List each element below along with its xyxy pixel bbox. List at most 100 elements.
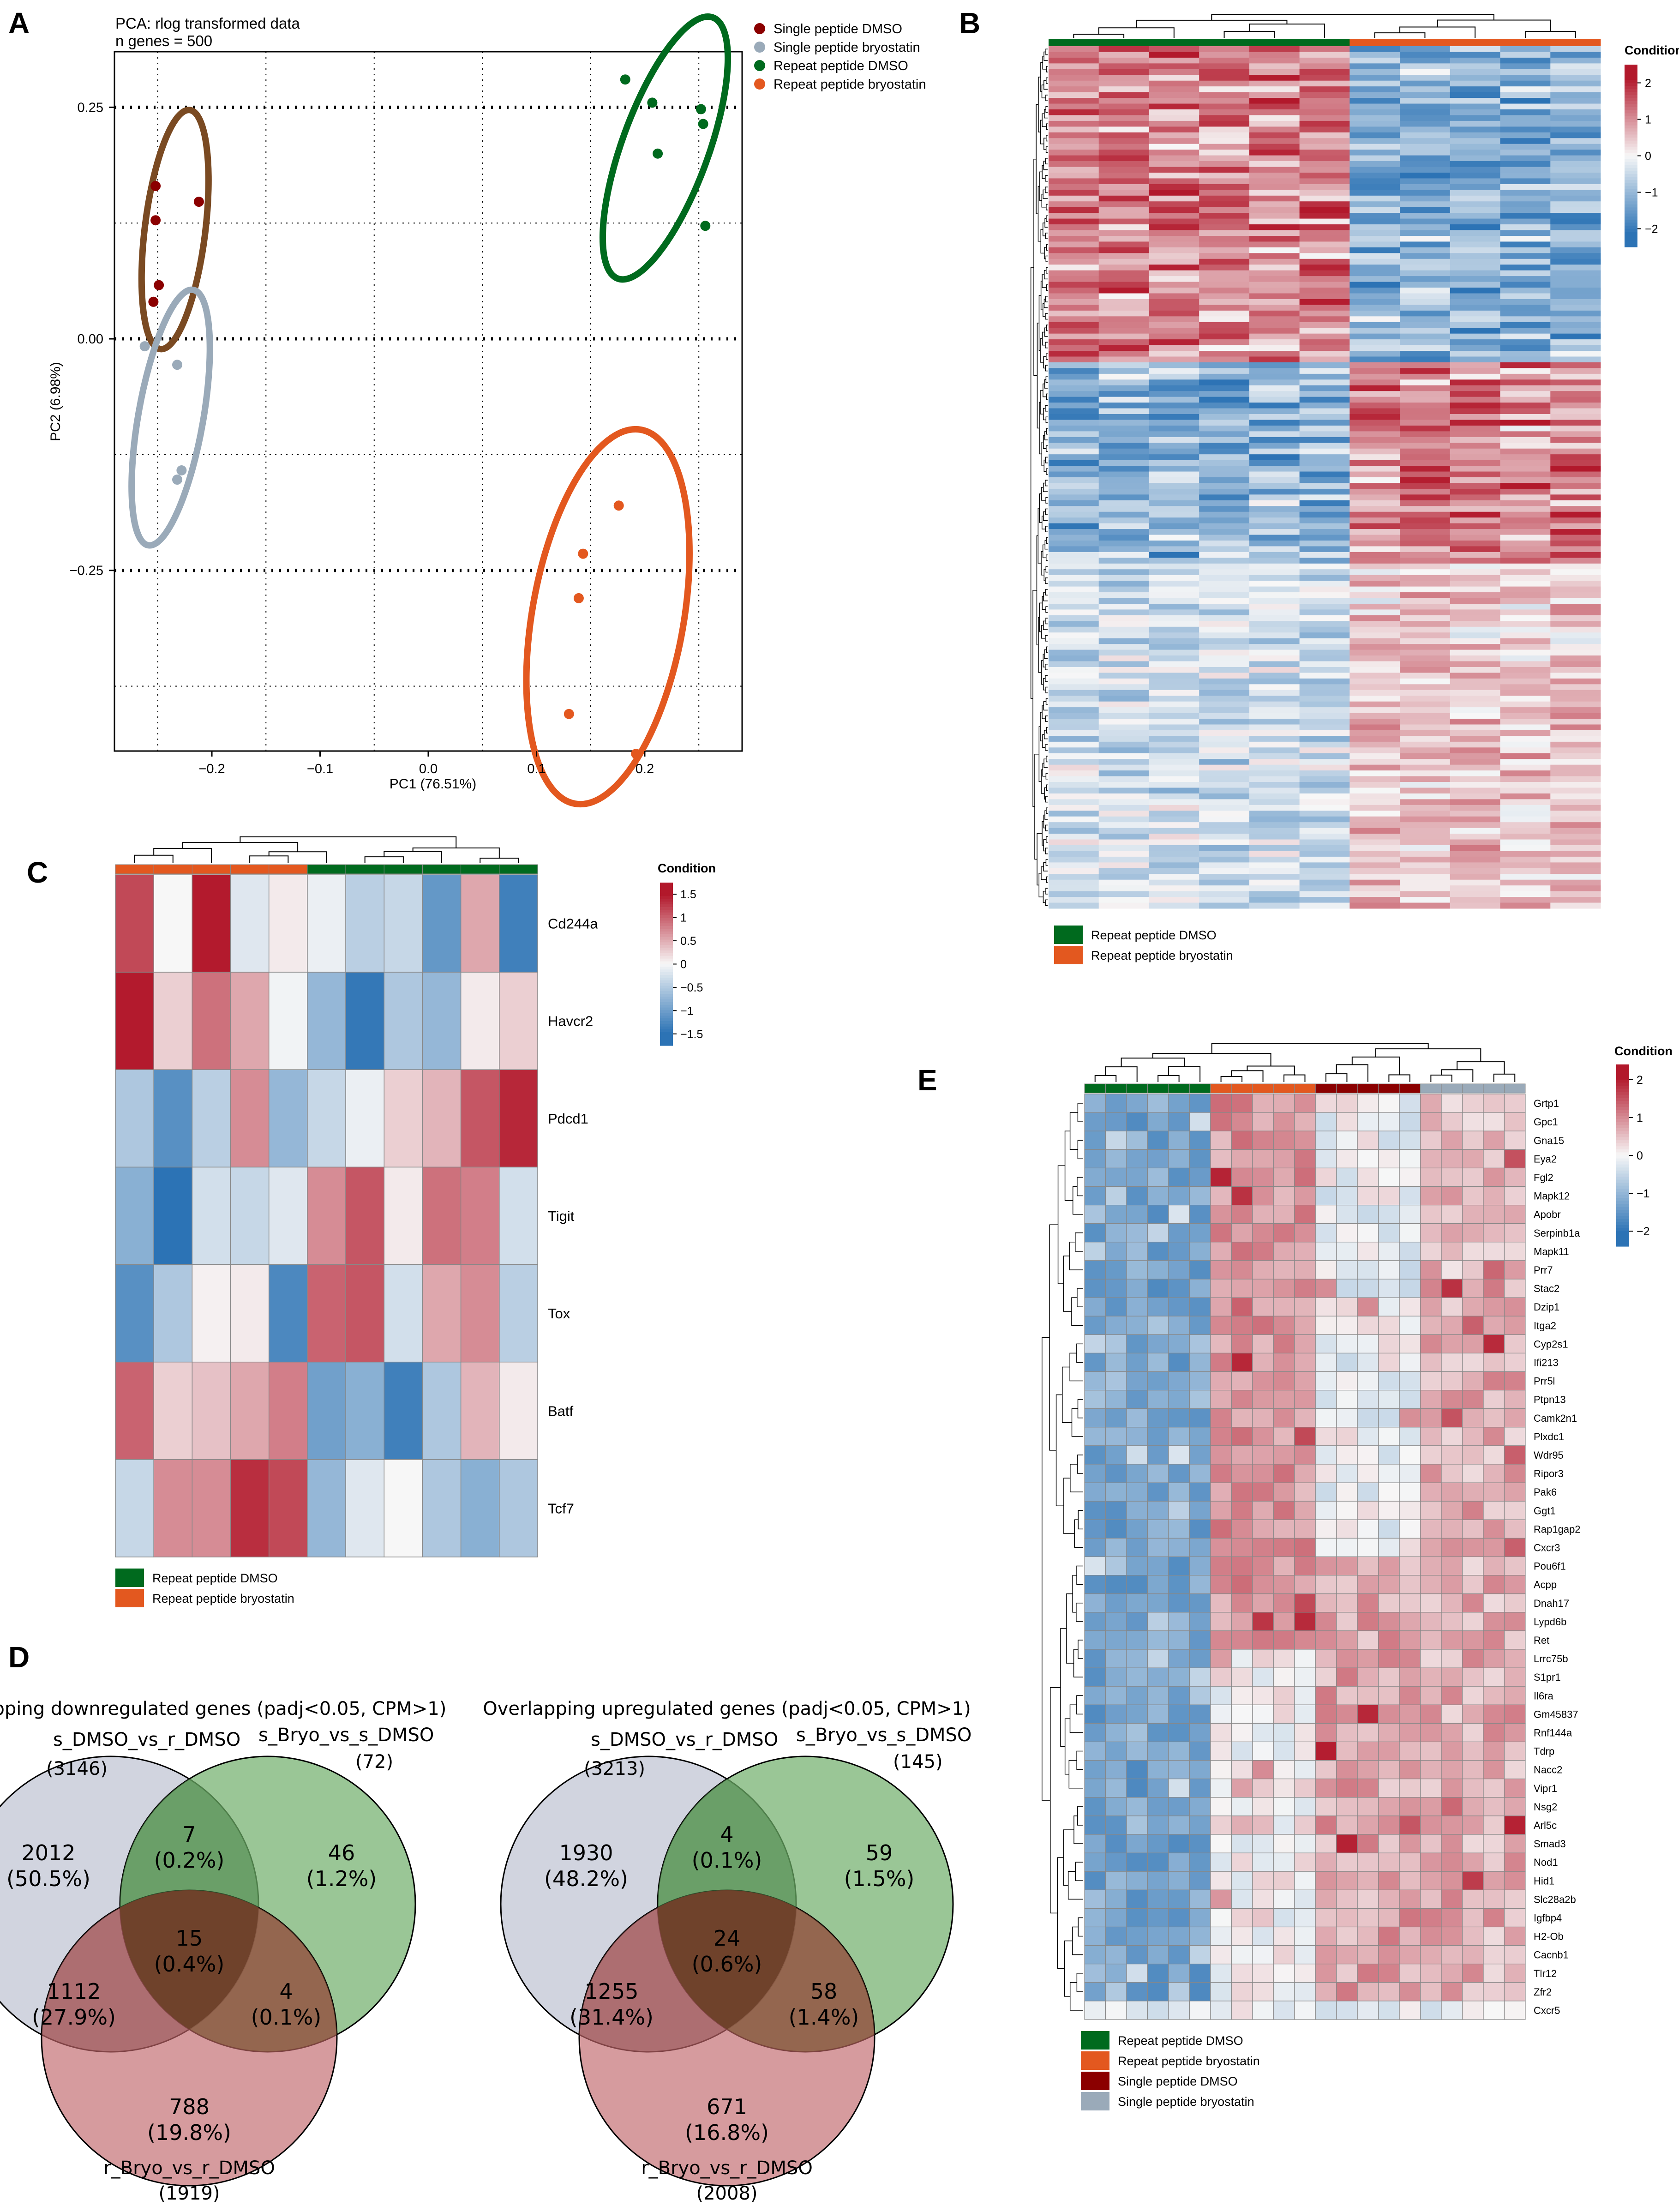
heatmap-b-cell: [1400, 673, 1451, 679]
heatmap-e-cell: [1147, 1945, 1169, 1965]
heatmap-b-cell: [1149, 276, 1199, 283]
heatmap-b-cell: [1400, 776, 1451, 782]
heatmap-b-cell: [1500, 247, 1551, 253]
heatmap-b-cell: [1450, 690, 1501, 696]
heatmap-b-cell: [1349, 759, 1400, 765]
heatmap-e-cell: [1210, 1630, 1232, 1650]
heatmap-b-cell: [1349, 258, 1400, 265]
heatmap-b-cell: [1049, 333, 1099, 340]
heatmap-c-dendro-branch: [364, 856, 404, 863]
heatmap-b-cell: [1500, 190, 1551, 196]
heatmap-e-cell: [1147, 1630, 1169, 1650]
heatmap-e-cell: [1126, 1464, 1148, 1483]
pca-confidence-ellipse: [128, 286, 213, 549]
heatmap-e-cell: [1483, 1852, 1505, 1872]
heatmap-b-cell: [1400, 851, 1451, 857]
heatmap-b-cell: [1349, 138, 1400, 144]
heatmap-e-cell: [1357, 1575, 1379, 1594]
heatmap-b-cell: [1049, 103, 1099, 110]
heatmap-e-cell: [1168, 1279, 1190, 1298]
heatmap-e-cell: [1147, 1427, 1169, 1446]
heatmap-e-cell: [1420, 1630, 1442, 1650]
heatmap-b-cell: [1249, 391, 1300, 397]
heatmap-e-cell: [1105, 1167, 1127, 1187]
heatmap-e-scale-step: [1616, 1128, 1629, 1132]
heatmap-e-cell: [1315, 1538, 1337, 1557]
heatmap-b-cell: [1049, 391, 1099, 397]
heatmap-c-scale-step: [660, 1032, 673, 1035]
heatmap-e-dendro-branch: [1493, 1073, 1516, 1082]
heatmap-b-cell: [1349, 575, 1400, 581]
heatmap-b-cell: [1098, 241, 1149, 248]
heatmap-e-cell: [1399, 1519, 1421, 1539]
heatmap-e-cell: [1210, 1482, 1232, 1502]
heatmap-b-cell: [1299, 575, 1350, 581]
heatmap-b-cell: [1098, 362, 1149, 368]
heatmap-b-row-branch: [1046, 428, 1048, 435]
heatmap-b-row-branch: [1037, 186, 1041, 242]
heatmap-b-cell: [1249, 805, 1300, 811]
heatmap-b-cell: [1149, 69, 1199, 75]
heatmap-b-cell: [1349, 454, 1400, 461]
heatmap-e-legend-swatch: [1081, 2092, 1109, 2110]
heatmap-b-cell: [1400, 621, 1451, 627]
heatmap-b-row-branch: [1043, 758, 1048, 768]
venn-upregulated: 1930(48.2%)4(0.1%) 59(1.5%)24(0.6%)1255(3…: [483, 1698, 971, 2204]
heatmap-b-cell: [1550, 333, 1601, 340]
heatmap-b-cell: [1450, 707, 1501, 714]
heatmap-b-cell: [1550, 288, 1601, 294]
heatmap-e-cell: [1168, 1575, 1190, 1594]
heatmap-e-cell: [1441, 1334, 1463, 1354]
heatmap-b-cell: [1500, 736, 1551, 742]
heatmap-b-cell: [1400, 247, 1451, 253]
heatmap-b-cell: [1550, 345, 1601, 351]
heatmap-b-cell: [1400, 667, 1451, 673]
heatmap-e-gene-label: S1pr1: [1534, 1671, 1561, 1683]
heatmap-c-cell: [230, 1166, 270, 1265]
heatmap-b-cell: [1049, 511, 1099, 518]
heatmap-b-cell: [1199, 437, 1250, 443]
heatmap-e-cell: [1378, 1649, 1400, 1668]
heatmap-b-cell: [1400, 190, 1451, 196]
heatmap-b-cell: [1049, 592, 1099, 599]
heatmap-b-cell: [1299, 741, 1350, 748]
heatmap-c-scale-step: [660, 926, 673, 929]
heatmap-c-scale-tick-label: −1: [680, 1004, 694, 1017]
heatmap-b-cell: [1149, 811, 1199, 817]
heatmap-b-cell: [1199, 874, 1250, 880]
heatmap-e-cell: [1336, 1223, 1358, 1243]
heatmap-b-scale-step: [1625, 83, 1637, 86]
heatmap-c-cell: [230, 1264, 270, 1363]
heatmap-e-cell: [1399, 1741, 1421, 1761]
heatmap-b-cell: [1450, 770, 1501, 777]
heatmap-e-scale-step: [1616, 1240, 1629, 1244]
heatmap-b-cell: [1098, 730, 1149, 736]
heatmap-e-cell: [1504, 1464, 1526, 1483]
heatmap-b-cell: [1098, 339, 1149, 346]
heatmap-b-row-branch: [1040, 338, 1044, 363]
heatmap-b-cell: [1049, 546, 1099, 553]
heatmap-b-cell: [1349, 621, 1400, 627]
heatmap-e-cell: [1084, 1612, 1106, 1631]
heatmap-b-cell: [1400, 322, 1451, 328]
heatmap-e-cell: [1315, 1112, 1337, 1131]
heatmap-b-cell: [1098, 678, 1149, 685]
heatmap-b-cell: [1400, 86, 1451, 93]
heatmap-b-scale-step: [1625, 240, 1637, 245]
heatmap-b-cell: [1400, 195, 1451, 202]
heatmap-c-scale-step: [660, 896, 673, 899]
heatmap-e-cell: [1420, 1112, 1442, 1131]
heatmap-b-cell: [1550, 500, 1601, 506]
heatmap-b-cell: [1400, 678, 1451, 685]
heatmap-b-cell: [1049, 626, 1099, 633]
heatmap-b-cell: [1149, 224, 1199, 231]
heatmap-e-cell: [1357, 1815, 1379, 1835]
heatmap-b-cell: [1199, 586, 1250, 593]
heatmap-e-cell: [1210, 1964, 1232, 1983]
heatmap-e-cell: [1105, 1964, 1127, 1983]
heatmap-e-cell: [1273, 1297, 1295, 1316]
heatmap-b-cell: [1550, 403, 1601, 409]
heatmap-b-cell: [1550, 862, 1601, 869]
heatmap-e-row-branch: [1042, 1337, 1050, 1801]
heatmap-b-cell: [1550, 235, 1601, 242]
